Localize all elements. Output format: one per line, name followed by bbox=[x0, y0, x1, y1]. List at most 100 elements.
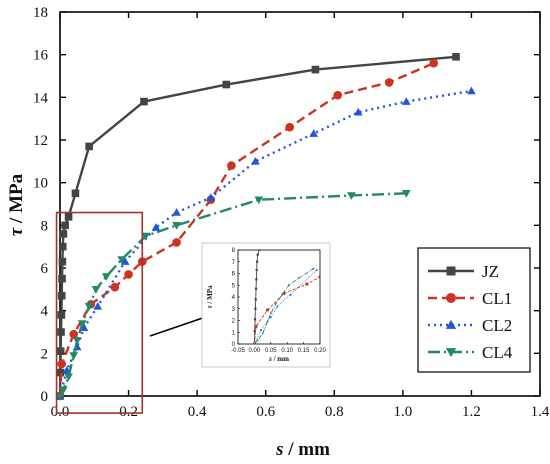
x-axis-title: s / mm bbox=[275, 439, 330, 460]
data-point-cl2 bbox=[309, 129, 319, 137]
y-axis-unit: / MPa bbox=[6, 173, 27, 227]
legend-label-cl2: CL2 bbox=[482, 316, 512, 335]
inset-series-line-cl1 bbox=[253, 276, 320, 344]
data-point-jz bbox=[59, 230, 68, 238]
x-tick-label: 1.2 bbox=[462, 404, 481, 420]
y-tick-label: 18 bbox=[33, 5, 48, 21]
inset-data-point-cl4 bbox=[266, 320, 269, 323]
series-cl4 bbox=[55, 190, 411, 401]
legend-item-cl4: CL4 bbox=[428, 343, 513, 362]
data-point-cl4 bbox=[64, 373, 73, 382]
inset-data-point-cl1 bbox=[254, 324, 258, 328]
inset-data-point-cl4 bbox=[312, 267, 315, 271]
data-point-cl2 bbox=[172, 208, 181, 216]
y-tick-label: 8 bbox=[41, 218, 49, 234]
data-point-cl4 bbox=[347, 192, 356, 200]
y-axis-title: τ / MPa bbox=[6, 173, 27, 236]
inset-x-axis-unit: / mm bbox=[272, 355, 289, 363]
inset-data-point-jz bbox=[258, 250, 261, 252]
inset-data-point-jz bbox=[255, 268, 258, 272]
x-tick-label: 1.4 bbox=[531, 404, 550, 420]
x-tick-label: 0.0 bbox=[51, 404, 70, 420]
y-tick-label: 14 bbox=[33, 90, 49, 106]
inset-data-point-cl4 bbox=[253, 343, 256, 344]
data-point-cl1 bbox=[333, 90, 343, 100]
data-point-cl4 bbox=[69, 352, 79, 360]
data-point-cl1 bbox=[429, 58, 439, 68]
data-point-jz bbox=[57, 291, 66, 300]
legend-item-cl2: CL2 bbox=[428, 316, 512, 335]
inset-data-point-cl2 bbox=[315, 268, 318, 271]
legend-label-cl4: CL4 bbox=[482, 343, 513, 362]
data-point-cl4 bbox=[55, 392, 65, 401]
inset-data-point-cl2 bbox=[259, 328, 263, 331]
data-point-cl2 bbox=[353, 107, 363, 116]
inset-y-axis-unit: / MPa bbox=[206, 285, 214, 305]
data-point-jz bbox=[85, 142, 93, 151]
legend-marker-jz bbox=[446, 266, 456, 276]
inset-data-point-cl4 bbox=[274, 303, 277, 306]
data-point-jz bbox=[58, 274, 66, 283]
x-axis-variable: s bbox=[275, 439, 283, 460]
data-point-cl4 bbox=[77, 320, 87, 328]
inset-x-tick-label: 0.20 bbox=[314, 348, 326, 354]
inset-data-point-cl1 bbox=[265, 308, 270, 312]
inset-y-tick-label: 4 bbox=[232, 295, 236, 301]
inset-x-tick-label: 0.05 bbox=[265, 348, 277, 354]
inset-x-tick-label: 0.15 bbox=[298, 348, 310, 354]
x-tick-label: 0.4 bbox=[188, 404, 207, 420]
data-point-cl4 bbox=[84, 303, 94, 311]
inset-data-point-jz bbox=[254, 307, 257, 310]
inset-data-point-jz bbox=[254, 298, 257, 301]
y-axis-variable: τ bbox=[6, 227, 27, 236]
data-point-cl4 bbox=[172, 222, 181, 230]
inset-y-tick-label: 3 bbox=[232, 307, 236, 313]
x-tick-label: 1.0 bbox=[393, 404, 412, 420]
x-axis-ticks: 0.0 0.2 0.4 0.6 0.8 1.0 1.2 1.4 bbox=[51, 12, 550, 420]
inset-y-tick-label: 8 bbox=[232, 248, 236, 254]
inset-data-point-jz bbox=[255, 278, 258, 281]
inset-y-tick-label: 1 bbox=[232, 330, 236, 336]
inset-data-point-jz bbox=[253, 318, 257, 321]
legend-item-jz: JZ bbox=[428, 262, 499, 281]
zoom-highlight-box bbox=[55, 211, 144, 414]
inset-data-point-cl4 bbox=[287, 284, 291, 287]
inset-series-cl4 bbox=[253, 267, 315, 344]
data-point-jz bbox=[56, 347, 65, 355]
x-axis-unit: / mm bbox=[283, 439, 330, 460]
legend-marker-cl4 bbox=[445, 348, 457, 358]
inset-x-axis-variable: s bbox=[268, 355, 272, 363]
data-point-jz bbox=[222, 80, 231, 89]
inset-y-ticks: 0 1 2 3 4 5 6 7 8 bbox=[232, 248, 240, 348]
y-tick-label: 16 bbox=[33, 48, 49, 64]
axis-titles: s / mm τ / MPa bbox=[6, 173, 330, 460]
data-point-cl2 bbox=[206, 193, 216, 201]
data-point-cl1 bbox=[384, 78, 394, 87]
plot-border bbox=[59, 11, 541, 397]
data-point-cl2 bbox=[93, 302, 103, 310]
inset-data-point-jz bbox=[255, 260, 259, 263]
data-point-cl4 bbox=[254, 196, 264, 205]
series-line-cl2 bbox=[58, 89, 472, 397]
inset-data-point-cl2 bbox=[269, 315, 273, 318]
data-point-jz bbox=[58, 242, 67, 251]
y-tick-label: 0 bbox=[41, 389, 49, 405]
data-point-cl1 bbox=[285, 122, 295, 132]
inset-background bbox=[201, 242, 331, 368]
data-point-cl1 bbox=[124, 270, 133, 279]
data-point-cl1 bbox=[69, 329, 79, 339]
data-point-cl4 bbox=[72, 337, 82, 345]
data-point-cl4 bbox=[59, 386, 68, 394]
data-point-jz bbox=[61, 221, 69, 230]
data-point-cl4 bbox=[401, 190, 411, 198]
series-line-cl1 bbox=[58, 62, 435, 397]
inset-plot: -0.05 0.00 0.05 0.10 0.15 0.20 0 1 2 3 4 5 6 7 8 s / mm… bbox=[201, 242, 331, 368]
y-tick-label: 2 bbox=[41, 346, 49, 362]
data-point-cl2 bbox=[401, 97, 411, 105]
legend-marker-cl2 bbox=[445, 319, 457, 329]
y-tick-label: 6 bbox=[41, 261, 49, 277]
inset-data-point-cl4 bbox=[281, 293, 284, 296]
inset-data-point-cl1 bbox=[318, 275, 320, 279]
